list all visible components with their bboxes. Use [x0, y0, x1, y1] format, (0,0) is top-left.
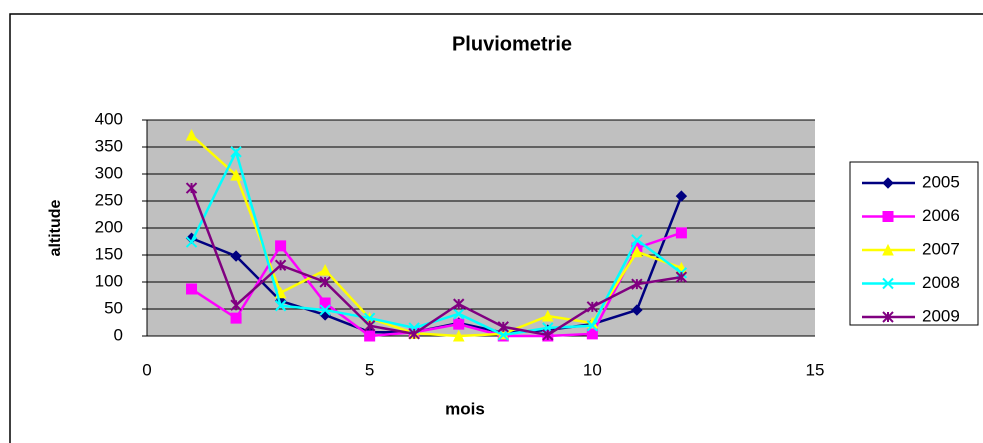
data-point — [319, 304, 331, 316]
y-tick-label: 350 — [95, 136, 123, 155]
legend-label: 2008 — [922, 273, 960, 292]
x-tick-label: 15 — [806, 360, 825, 379]
x-axis-label: mois — [445, 399, 485, 418]
data-point — [186, 283, 198, 295]
data-point — [274, 259, 287, 271]
series-line — [190, 148, 683, 337]
data-point — [586, 328, 598, 340]
chart-title: Pluviometrie — [452, 33, 572, 55]
y-tick-label: 50 — [104, 298, 123, 317]
y-tick-label: 200 — [95, 217, 123, 236]
legend-box — [849, 161, 979, 326]
y-tick-label: 150 — [95, 244, 123, 263]
y-axis-label: altitude — [47, 199, 64, 256]
y-tick-label: 300 — [95, 163, 123, 182]
legend-marker — [882, 277, 894, 290]
data-point — [675, 271, 688, 283]
legend-marker — [882, 177, 894, 189]
legend-marker — [882, 211, 894, 222]
data-point — [185, 236, 198, 248]
data-point — [230, 312, 242, 324]
data-point — [497, 329, 509, 341]
legend-label: 2006 — [922, 206, 960, 225]
x-tick-label: 10 — [583, 360, 602, 379]
data-point — [230, 299, 242, 311]
data-point — [542, 329, 554, 341]
legend-label: 2009 — [922, 306, 960, 325]
data-point — [631, 234, 643, 246]
y-tick-label: 400 — [95, 109, 123, 128]
data-point — [185, 182, 198, 194]
legend-label: 2005 — [922, 172, 960, 191]
legend-marker — [882, 243, 894, 256]
data-point — [363, 320, 376, 332]
y-tick-label: 0 — [114, 325, 123, 344]
data-point — [230, 168, 242, 181]
data-point — [631, 304, 643, 316]
series-line — [190, 187, 682, 337]
data-point — [408, 328, 420, 340]
data-point — [675, 227, 687, 239]
data-point — [453, 298, 465, 310]
y-tick-label: 250 — [95, 190, 123, 209]
data-point — [452, 329, 465, 342]
data-point — [230, 250, 242, 262]
data-point — [586, 301, 599, 313]
data-point — [364, 330, 376, 342]
data-point — [541, 309, 554, 322]
x-tick-label: 5 — [365, 360, 374, 379]
legend-marker — [882, 311, 894, 323]
data-point — [275, 240, 287, 252]
data-point — [631, 245, 643, 258]
data-point — [274, 300, 287, 312]
data-point — [586, 320, 599, 332]
data-point — [319, 276, 331, 288]
data-point — [319, 264, 331, 276]
data-point — [453, 318, 465, 330]
x-tick-label: 0 — [142, 360, 151, 379]
data-point — [230, 146, 242, 158]
data-point — [185, 129, 198, 141]
series-line — [190, 231, 682, 338]
data-point — [453, 308, 465, 320]
data-point — [631, 278, 643, 290]
data-point — [497, 321, 509, 333]
y-tick-label: 100 — [95, 271, 123, 290]
data-point — [675, 190, 688, 202]
legend-label: 2007 — [922, 239, 960, 258]
data-point — [319, 297, 331, 309]
